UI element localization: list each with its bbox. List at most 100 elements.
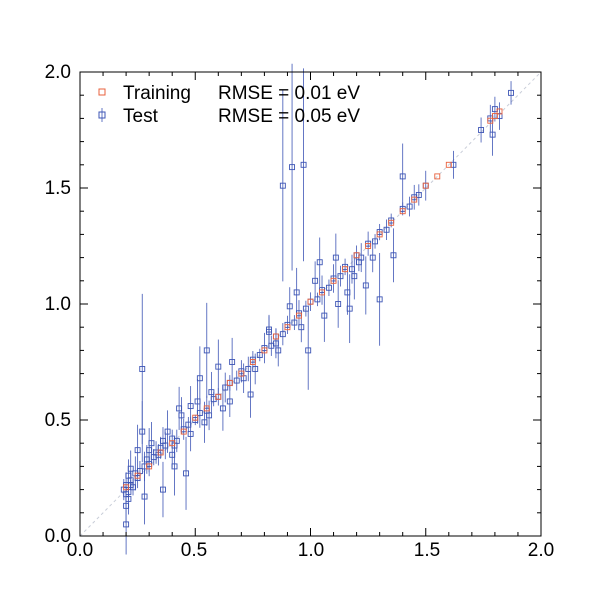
training-points (123, 108, 503, 491)
y-tick-label-4: 2.0 (45, 62, 71, 83)
test-point-119 (169, 451, 176, 458)
training-point-16 (307, 298, 314, 305)
test-point-96 (187, 403, 194, 410)
test-point-126 (362, 282, 369, 289)
training-point-19 (342, 266, 349, 273)
x-tick-label-1: 0.5 (181, 540, 207, 561)
test-point-74 (194, 398, 201, 405)
test-point-38 (291, 319, 298, 326)
training-point-3 (157, 449, 164, 456)
test-point-57 (406, 203, 413, 210)
test-point-78 (229, 359, 236, 365)
training-point-24 (399, 208, 406, 215)
test-point-92 (289, 164, 296, 171)
test-point-94 (139, 428, 146, 435)
training-point-11 (249, 359, 256, 365)
x-tick-label-2: 1.0 (298, 540, 324, 561)
training-point-7 (203, 405, 210, 412)
test-point-40 (302, 305, 309, 312)
training-point-25 (411, 196, 418, 203)
test-point-90 (355, 259, 362, 266)
training-point-22 (376, 231, 383, 238)
test-point-73 (187, 430, 194, 437)
test-point-99 (215, 363, 222, 370)
test-point-98 (183, 470, 189, 477)
test-point-89 (351, 273, 358, 280)
test-point-104 (369, 254, 376, 261)
test-point-97 (203, 347, 210, 354)
test-point-67 (148, 440, 155, 447)
test-point-123 (293, 289, 300, 296)
training-point-17 (319, 289, 325, 296)
test-point-75 (201, 419, 208, 426)
training-point-14 (284, 324, 291, 331)
y-tick-label-2: 1.0 (45, 294, 71, 315)
training-point-18 (330, 277, 337, 284)
test-point-9 (127, 465, 134, 472)
legend-label-test: Test (123, 106, 159, 127)
training-point-29 (487, 117, 494, 124)
test-point-65 (139, 366, 146, 372)
test-point-120 (206, 412, 213, 419)
training-point-10 (238, 370, 245, 377)
training-point-1 (134, 472, 141, 479)
training-point-5 (180, 428, 187, 435)
training-point-13 (272, 333, 279, 340)
training-point-21 (365, 243, 372, 249)
test-point-121 (247, 391, 254, 398)
axis-ticks (79, 71, 542, 537)
training-point-2 (146, 463, 153, 470)
training-point-31 (496, 108, 503, 115)
test-point-88 (344, 289, 351, 296)
y-tick-label-0: 0.0 (45, 526, 71, 547)
test-point-87 (332, 254, 339, 261)
test-point-52 (372, 238, 378, 245)
training-point-4 (169, 440, 176, 447)
test-point-91 (279, 182, 286, 189)
test-point-70 (164, 428, 171, 435)
x-tick-label-3: 1.5 (414, 540, 440, 561)
test-point-46 (337, 273, 344, 280)
test-point-128 (399, 173, 406, 180)
test-point-115 (176, 405, 183, 412)
test-point-28 (233, 377, 240, 384)
legend-marker-test (98, 111, 106, 119)
training-point-27 (434, 173, 441, 180)
training-point-26 (422, 182, 429, 189)
y-tick-label-1: 0.5 (45, 410, 71, 431)
test-point-69 (160, 437, 166, 444)
legend-rmse-test: RMSE = 0.05 eV (218, 106, 360, 127)
x-tick-label-4: 2.0 (528, 540, 554, 561)
training-point-0 (123, 484, 130, 491)
test-point-102 (305, 347, 312, 354)
test-point-86 (321, 312, 328, 319)
test-point-114 (160, 486, 166, 493)
test-point-36 (279, 331, 286, 338)
test-point-84 (298, 324, 305, 331)
training-point-12 (261, 347, 268, 354)
test-point-112 (508, 89, 514, 96)
test-point-124 (316, 259, 323, 266)
training-point-15 (296, 312, 302, 319)
test-point-72 (178, 412, 185, 419)
test-point-64 (134, 447, 141, 454)
test-point-116 (196, 375, 203, 382)
test-point-22 (196, 410, 203, 416)
test-point-101 (272, 340, 279, 347)
test-point-100 (226, 398, 233, 405)
test-point-122 (266, 328, 272, 335)
training-point-23 (388, 219, 395, 226)
test-point-61 (123, 502, 130, 509)
test-point-62 (125, 495, 132, 502)
test-point-127 (376, 296, 383, 303)
test-point-80 (252, 366, 259, 372)
test-point-117 (146, 447, 153, 454)
training-point-30 (491, 113, 498, 120)
y-tick-label-3: 1.5 (45, 178, 71, 199)
training-point-6 (192, 414, 199, 421)
test-point-54 (383, 226, 390, 233)
test-point-125 (346, 305, 353, 312)
test-point-44 (325, 284, 332, 291)
test-point-83 (286, 303, 293, 310)
